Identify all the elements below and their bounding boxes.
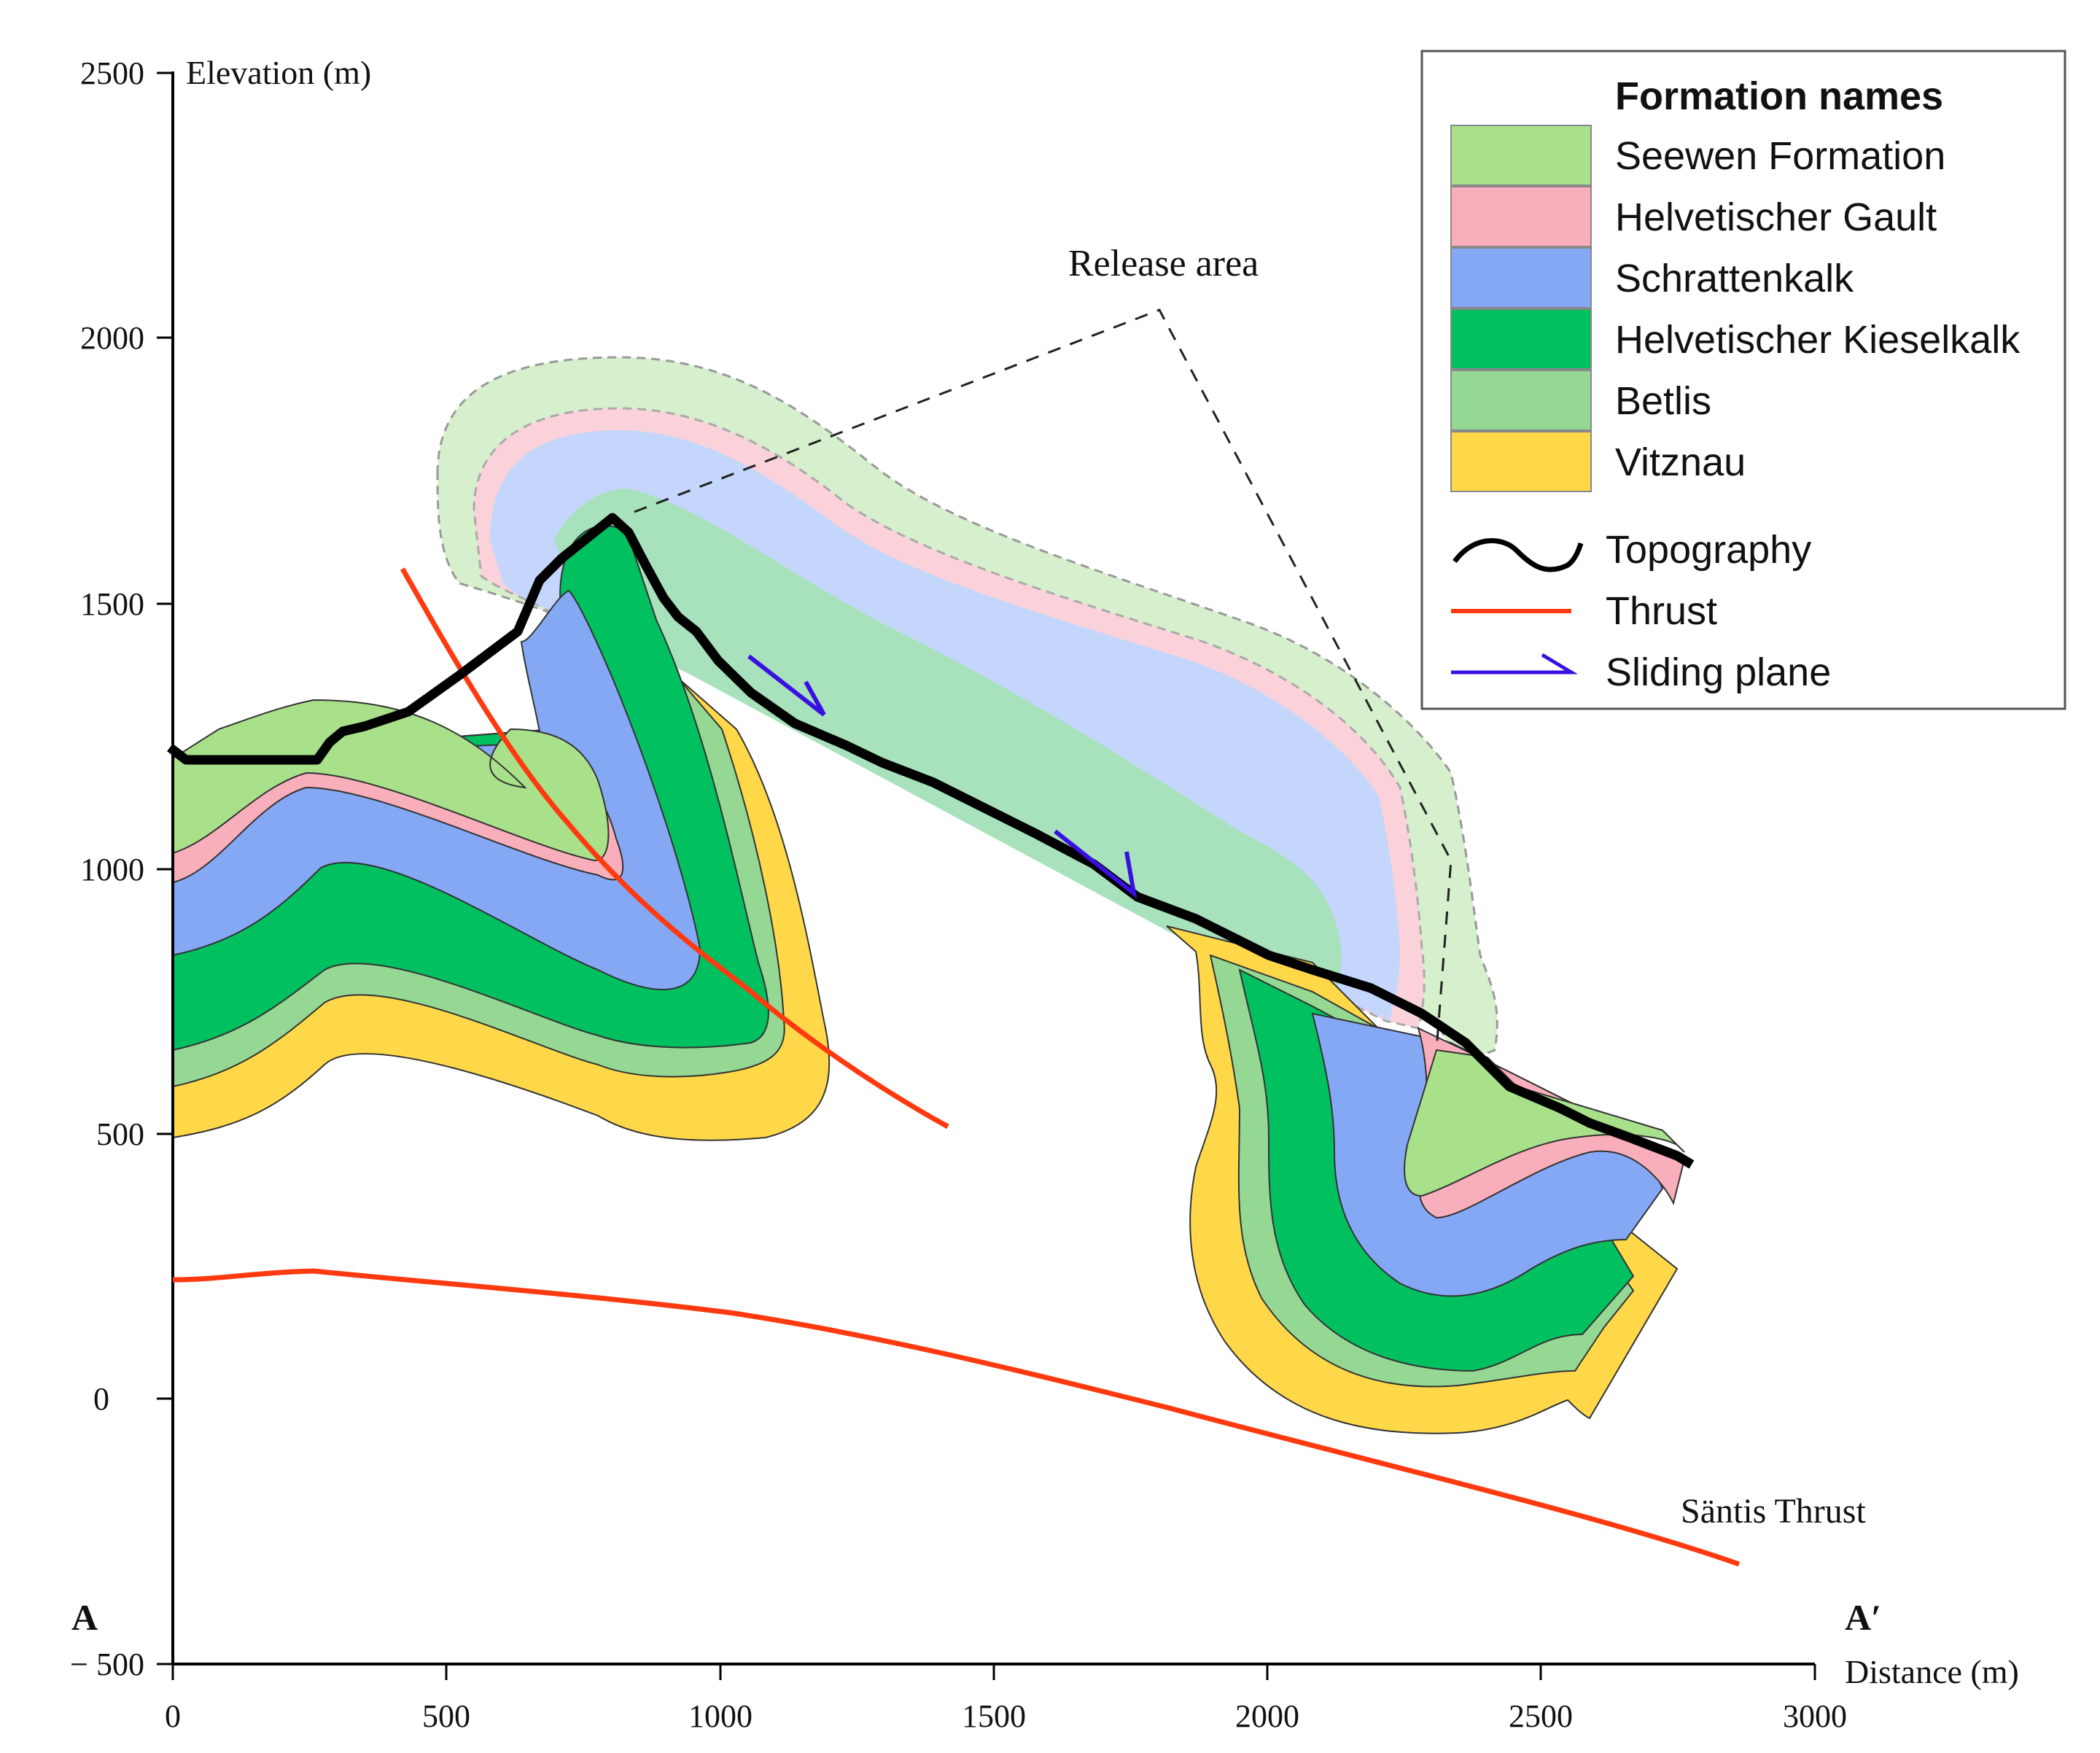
y-tick-label: 500 [96,1116,144,1152]
x-tick-label: 1500 [962,1698,1026,1734]
x-tick-label: 3000 [1783,1698,1847,1734]
left-fold [172,524,831,1141]
x-tick-label: 0 [165,1698,181,1734]
legend-label: Sliding plane [1606,650,1831,694]
eroded-layers [436,356,1498,1066]
y-tick-label: 0 [93,1381,109,1417]
thrust-line [400,567,949,1130]
legend-label: Topography [1606,528,1811,572]
thrusts: Säntis Thrust [172,567,1866,1567]
legend-swatch-seewen [1450,125,1592,186]
x-axis-ticks [171,1664,1816,1680]
legend-sliding-plane-icon [1451,653,1579,675]
x-tick-label: 2500 [1509,1698,1573,1734]
right-seewen-layer [1404,1049,1685,1197]
legend-label: Helvetischer Kieselkalk [1615,318,2021,362]
right-fold [1166,925,1686,1434]
eroded-kieselkalk-betlis-layer [554,489,1342,999]
y-tick-label: 2000 [80,320,144,356]
sliding-plane-arrow [747,654,826,717]
y-tick-label: 1500 [80,586,144,622]
release-area: Release area [634,243,1452,1051]
y-axis-title: Elevation (m) [186,54,371,91]
legend-swatch-schrattenkalk [1450,247,1592,308]
release-area-label: Release area [1068,243,1259,284]
santis-thrust-line [172,1268,1741,1567]
y-tick-label: 1000 [80,852,144,887]
section-start-label: A [71,1597,98,1638]
sliding-plane-arrows [747,654,1138,899]
y-tick-label: − 500 [70,1647,144,1682]
legend-swatch-vitznau [1450,431,1592,492]
topography-line [167,513,1695,1169]
legend: Formation names Seewen Formation Helveti… [1420,50,2066,710]
legend-swatch-gault [1450,186,1592,247]
legend-swatch-betlis [1450,370,1592,431]
release-area-outline [634,308,1452,1051]
legend-label: Vitznau [1615,440,1746,484]
y-axis-ticks [157,71,173,1665]
left-seewen-layer [172,699,610,862]
section-end-label: A′ [1845,1597,1881,1638]
santis-thrust-label: Säntis Thrust [1681,1492,1866,1531]
x-tick-label: 1000 [688,1698,752,1734]
x-axis-title: Distance (m) [1845,1653,2019,1690]
legend-topography-icon [1452,538,1584,572]
legend-swatch-kieselkalk [1450,308,1592,370]
x-tick-label: 500 [422,1698,470,1734]
legend-label: Helvetischer Gault [1615,195,1937,239]
x-tick-label: 2000 [1235,1698,1299,1734]
legend-label: Thrust [1606,589,1717,633]
legend-label: Schrattenkalk [1615,257,1854,300]
legend-label: Seewen Formation [1615,134,1945,178]
legend-title: Formation names [1615,74,1943,118]
axes: 2500 2000 1500 1000 500 0 − 500 0 500 10… [70,54,2019,1734]
sliding-plane-arrow [1054,829,1138,899]
y-tick-label: 2500 [80,55,144,91]
legend-label: Betlis [1615,379,1711,423]
